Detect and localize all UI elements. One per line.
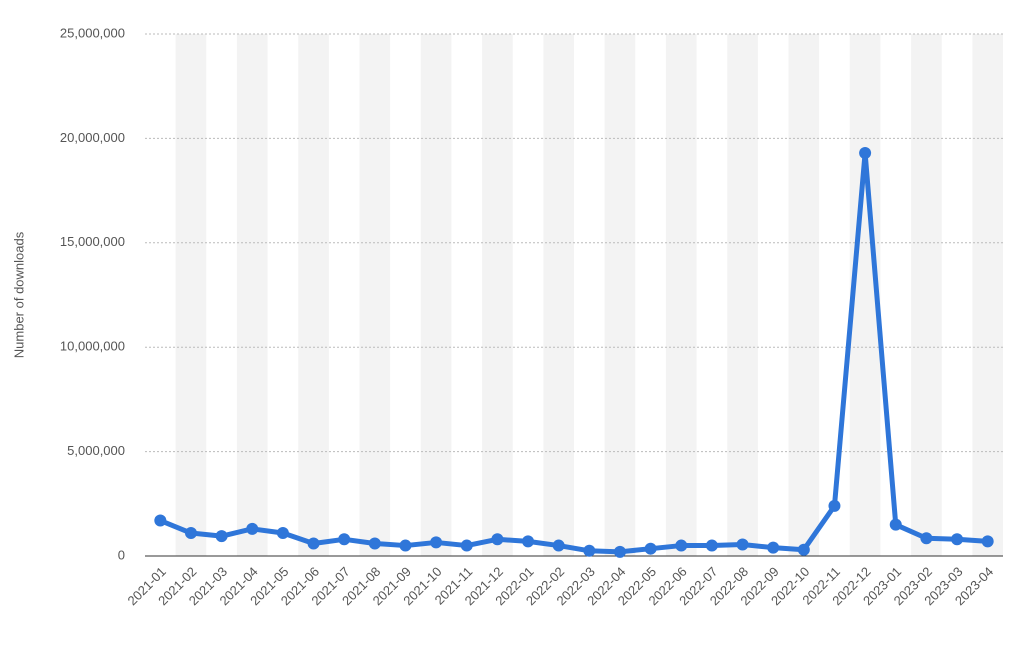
y-tick-label: 15,000,000: [60, 234, 125, 249]
column-band: [482, 34, 513, 556]
data-point: [889, 518, 902, 531]
data-point: [307, 537, 320, 550]
data-point: [184, 527, 197, 540]
data-point: [338, 533, 351, 546]
column-band: [727, 34, 758, 556]
data-point: [644, 542, 657, 555]
data-point: [736, 538, 749, 551]
column-band: [420, 34, 452, 556]
y-tick-label: 0: [118, 547, 125, 562]
column-band: [788, 34, 820, 556]
data-point: [859, 147, 872, 160]
y-tick-label: 10,000,000: [60, 339, 125, 354]
data-point: [154, 514, 167, 527]
data-point: [767, 541, 780, 554]
data-point: [583, 544, 596, 557]
data-point: [368, 537, 381, 550]
data-point: [951, 533, 964, 546]
data-point: [705, 539, 718, 552]
data-point: [981, 535, 994, 548]
data-point: [522, 535, 535, 548]
data-point: [460, 539, 473, 552]
data-point: [828, 499, 841, 512]
data-line: [159, 150, 988, 555]
column-band: [604, 34, 636, 556]
data-point: [399, 539, 412, 552]
y-tick-label: 25,000,000: [60, 25, 125, 40]
column-band: [972, 34, 1003, 556]
data-point: [552, 539, 565, 552]
data-point: [276, 527, 289, 540]
column-band: [359, 34, 391, 556]
data-point: [797, 543, 810, 556]
y-tick-label: 20,000,000: [60, 130, 125, 145]
column-band: [911, 34, 942, 556]
column-band: [543, 34, 574, 556]
data-point: [491, 533, 504, 546]
data-point: [430, 536, 443, 549]
column-band: [236, 34, 268, 556]
data-point: [920, 532, 933, 545]
column-band: [298, 34, 329, 556]
column-band: [175, 34, 207, 556]
data-point: [215, 530, 228, 543]
y-axis-label: Number of downloads: [11, 231, 26, 358]
y-tick-label: 5,000,000: [67, 443, 125, 458]
column-band: [665, 34, 697, 556]
data-point: [246, 522, 259, 535]
data-point: [613, 545, 626, 558]
data-point: [675, 539, 688, 552]
